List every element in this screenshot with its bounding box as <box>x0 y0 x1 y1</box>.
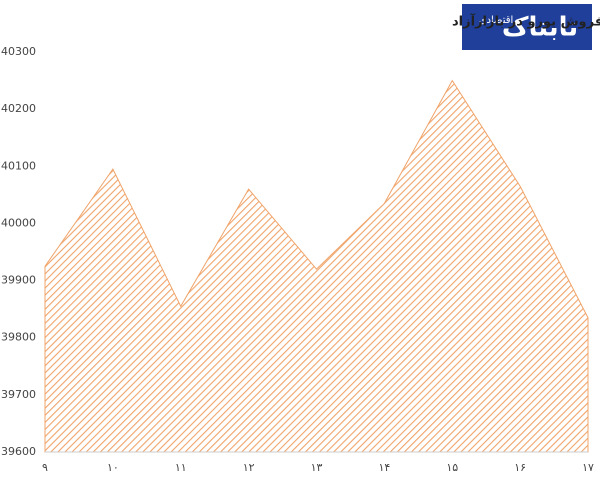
y-tick-label: 39600 <box>1 445 36 458</box>
x-tick-label: ۱۴ <box>378 461 390 474</box>
logo-name: تابناک <box>502 13 578 43</box>
x-tick-label: ۱۰ <box>107 461 119 474</box>
x-tick-label: ۹ <box>42 461 48 474</box>
y-tick-label: 40200 <box>1 102 36 115</box>
y-tick-label: 39700 <box>1 388 36 401</box>
x-tick-label: ۱۷ <box>582 461 594 474</box>
y-tick-label: 40000 <box>1 216 36 229</box>
y-tick-label: 39800 <box>1 331 36 344</box>
x-tick-label: ۱۱ <box>175 461 187 474</box>
y-tick-label: 40100 <box>1 159 36 172</box>
y-tick-label: 39900 <box>1 274 36 287</box>
x-tick-label: ۱۳ <box>311 461 323 474</box>
area <box>44 79 589 453</box>
x-tick-label: ۱۵ <box>446 461 458 474</box>
x-tick-label: ۱۶ <box>514 461 526 474</box>
chart-title: میانگین ساعت به ساعت قیمت فروش یورو در ب… <box>452 13 600 30</box>
y-tick-label: 40300 <box>1 45 36 58</box>
logo-sub: اقتصادی <box>479 15 514 26</box>
logo-box <box>462 4 592 50</box>
x-tick-label: ۱۲ <box>243 461 255 474</box>
